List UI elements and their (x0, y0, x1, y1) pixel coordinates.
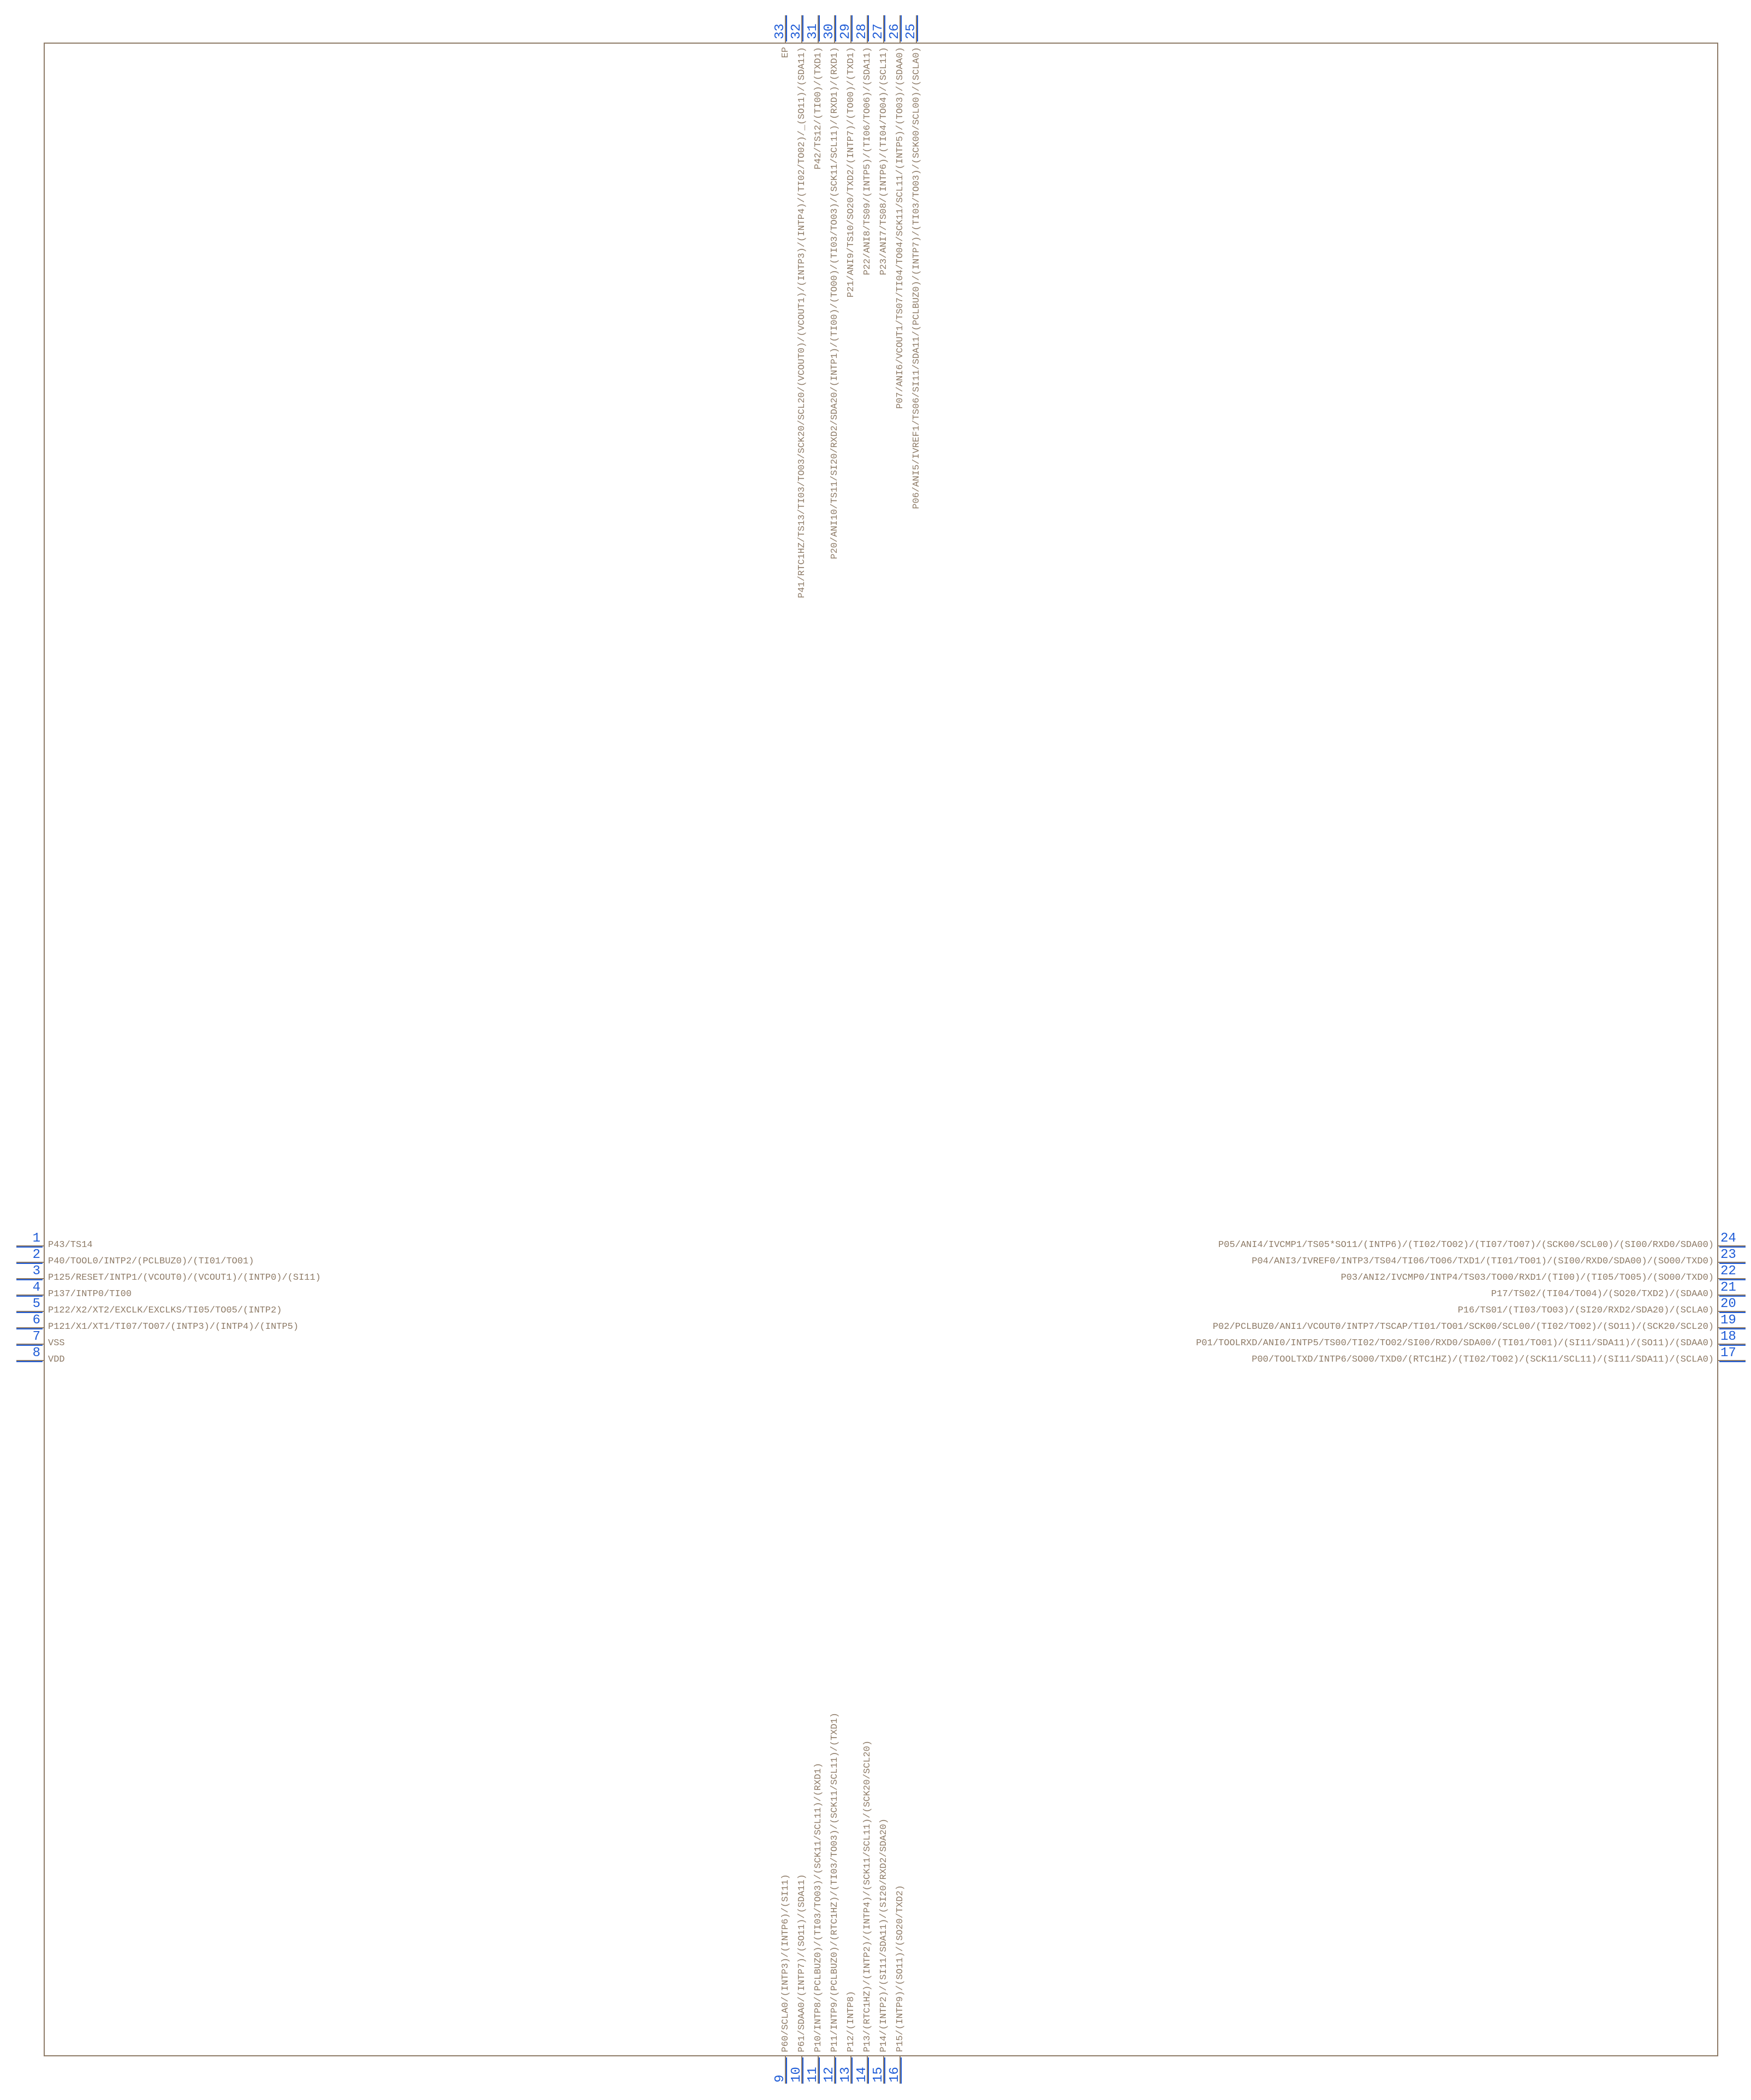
pin-label: P15/(INTP9)/(SO11)/(SO20/TXD2) (895, 1885, 906, 2052)
pin-number: 22 (1720, 1264, 1744, 1279)
pin-label: P01/TOOLRXD/ANI0/INTP5/TS00/TI02/TO02/SI… (1196, 1338, 1714, 1349)
pin-number: 19 (1720, 1313, 1744, 1328)
pin-number: 5 (16, 1297, 40, 1311)
pin-label: P125/RESET/INTP1/(VCOUT0)/(VCOUT1)/(INTP… (48, 1273, 321, 1283)
pin-number: 12 (822, 2059, 837, 2083)
pin-number: 4 (16, 1280, 40, 1295)
pin-number: 23 (1720, 1248, 1744, 1262)
pin-label: P60/SCLA0/(INTP3)/(INTP6)/(SI11) (781, 1874, 791, 2052)
pin-underline (1719, 1361, 1746, 1362)
pin-number: 29 (838, 15, 853, 39)
pin-number: 24 (1720, 1231, 1744, 1246)
pin-number: 6 (16, 1313, 40, 1328)
pin-number: 18 (1720, 1329, 1744, 1344)
pin-number: 10 (789, 2059, 804, 2083)
pin-number: 32 (789, 15, 804, 39)
pin-number: 7 (16, 1329, 40, 1344)
pin-label: P03/ANI2/IVCMP0/INTP4/TS03/TO00/RXD1/(TI… (1341, 1273, 1714, 1283)
pin-label: P07/ANI6/VCOUT1/TS07/TI04/TO04/SCK11/SCL… (895, 47, 906, 409)
chip-body (44, 43, 1718, 2056)
pin-number: 25 (904, 15, 919, 39)
pin-number: 31 (806, 15, 820, 39)
pin-number: 21 (1720, 1280, 1744, 1295)
pin-label: P05/ANI4/IVCMP1/TS05*SO11/(INTP6)/(TI02/… (1218, 1240, 1714, 1250)
pin-label: P02/PCLBUZ0/ANI1/VCOUT0/INTP7/TSCAP/TI01… (1213, 1322, 1714, 1332)
pin-label: P12/(INTP8) (846, 1991, 856, 2052)
pin-number: 16 (888, 2059, 902, 2083)
pin-number: 33 (773, 15, 788, 39)
pin-label: P21/ANI9/TS10/SO20/TXD2/(INTP7)/(TO00)/(… (846, 47, 856, 297)
pin-label: VSS (48, 1338, 65, 1349)
pin-label: P23/ANI7/TS08/(INTP6)/(TI04/TO04)/(SCL11… (879, 47, 889, 275)
pin-label: VDD (48, 1355, 65, 1365)
pin-label: P40/TOOL0/INTP2/(PCLBUZ0)/(TI01/TO01) (48, 1256, 254, 1267)
pin-label: EP (781, 47, 791, 58)
pin-number: 26 (888, 15, 902, 39)
pin-number: 8 (16, 1346, 40, 1361)
pin-number: 15 (871, 2059, 886, 2083)
pin-label: P43/TS14 (48, 1240, 93, 1250)
pin-label: P121/X1/XT1/TI07/TO07/(INTP3)/(INTP4)/(I… (48, 1322, 299, 1332)
pin-label: P04/ANI3/IVREF0/INTP3/TS04/TI06/TO06/TXD… (1252, 1256, 1714, 1267)
pin-number: 27 (871, 15, 886, 39)
pin-label: P16/TS01/(TI03/TO03)/(SI20/RXD2/SDA20)/(… (1458, 1305, 1714, 1316)
pin-label: P137/INTP0/TI00 (48, 1289, 132, 1299)
pin-label: P17/TS02/(TI04/TO04)/(SO20/TXD2)/(SDAA0) (1491, 1289, 1714, 1299)
pin-number: 2 (16, 1248, 40, 1262)
pin-number: 11 (806, 2059, 820, 2083)
pin-label: P00/TOOLTXD/INTP6/SO00/TXD0/(RTC1HZ)/(TI… (1252, 1355, 1714, 1365)
pin-label: P06/ANI5/IVREF1/TS06/SI11/SDA11/(PCLBUZ0… (912, 47, 922, 509)
pin-label: P10/INTP8/(PCLBUZ0)/(TI03/TO03)/(SCK11/S… (813, 1763, 824, 2053)
pin-number: 20 (1720, 1297, 1744, 1311)
pin-number: 17 (1720, 1346, 1744, 1361)
pin-label: P42/TS12/(TI00)/(TXD1) (813, 47, 824, 169)
pin-number: 9 (773, 2059, 788, 2083)
pin-label: P122/X2/XT2/EXCLK/EXCLKS/TI05/TO05/(INTP… (48, 1305, 282, 1316)
pin-label: P61/SDAA0/(INTP7)/(SO11)/(SDA11) (797, 1874, 807, 2052)
pin-underline (16, 1361, 43, 1362)
pin-number: 30 (822, 15, 837, 39)
pin-number: 14 (855, 2059, 869, 2083)
pin-label: P41/RTC1HZ/TS13/TI03/TO03/SCK20/SCL20/(V… (797, 47, 807, 598)
pin-label: P22/ANI8/TS09/(INTP5)/(TI06/TO06)/(SDA11… (862, 47, 873, 275)
pin-label: P20/ANI10/TS11/SI20/RXD2/SDA20/(INTP1)/(… (830, 47, 840, 559)
pin-label: P14/(INTP2)/(SI11/SDA11)/(SI20/RXD2/SDA2… (879, 1818, 889, 2052)
pin-number: 13 (838, 2059, 853, 2083)
pin-label: P13/(RTC1HZ)/(INTP2)/(INTP4)/(SCK11/SCL1… (862, 1740, 873, 2052)
pin-label: P11/INTP9/(PCLBUZ0)/(RTC1HZ)/(TI03/TO03)… (830, 1713, 840, 2052)
pin-number: 3 (16, 1264, 40, 1279)
pin-number: 1 (16, 1231, 40, 1246)
pin-number: 28 (855, 15, 869, 39)
